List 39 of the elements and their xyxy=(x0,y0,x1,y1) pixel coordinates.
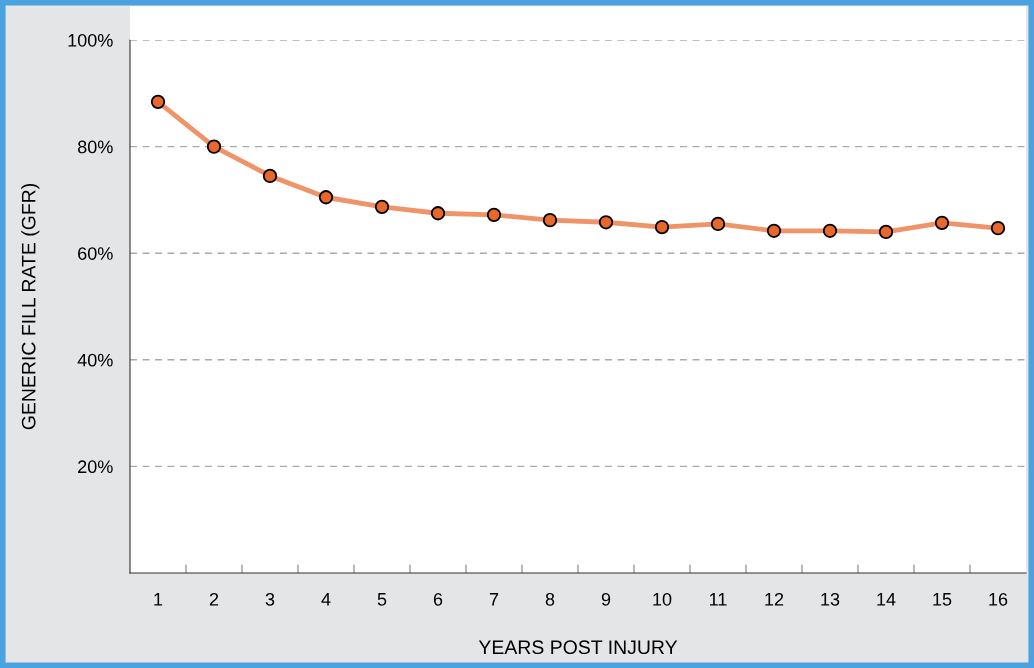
point xyxy=(710,216,726,232)
point xyxy=(598,215,614,230)
x-tick-label: 10 xyxy=(653,592,672,606)
x-tick-label: 6 xyxy=(433,592,443,606)
point xyxy=(430,206,446,221)
point xyxy=(486,207,502,222)
x-tick-label: 8 xyxy=(545,592,555,606)
point xyxy=(766,223,782,238)
x-axis-title: YEARS POST INJURY xyxy=(478,640,678,655)
point xyxy=(374,199,390,214)
x-tick-label: 14 xyxy=(877,593,896,606)
point xyxy=(990,220,1006,236)
y-tick-label: 20% xyxy=(78,460,113,474)
y-tick-label: 100% xyxy=(68,33,113,47)
x-tick-label: 9 xyxy=(601,592,611,606)
x-tick-label: 3 xyxy=(265,592,275,606)
x-tick-label: 12 xyxy=(765,592,784,606)
point xyxy=(262,168,278,184)
x-tick-label: 2 xyxy=(209,592,219,606)
x-tick-label: 7 xyxy=(489,593,499,606)
x-tick-label: 15 xyxy=(933,593,952,606)
point xyxy=(206,139,222,154)
x-tick-label: 1 xyxy=(154,593,163,606)
y-tick-label: 40% xyxy=(77,353,113,367)
point xyxy=(318,190,334,205)
point xyxy=(822,223,838,238)
x-tick-label: 16 xyxy=(989,592,1008,606)
x-tick-label: 13 xyxy=(821,592,840,606)
point xyxy=(150,94,166,109)
x-tick-label: 11 xyxy=(710,593,727,606)
y-axis-title: GENERIC FILL RATE (GFR) xyxy=(21,184,40,430)
y-tick-label: 60% xyxy=(78,247,113,260)
x-tick-label: 4 xyxy=(321,593,331,606)
point xyxy=(654,219,670,235)
point xyxy=(934,215,950,230)
point xyxy=(878,224,894,240)
x-tick-label: 5 xyxy=(377,593,387,606)
point xyxy=(542,212,558,228)
y-tick-label: 80% xyxy=(77,140,113,154)
